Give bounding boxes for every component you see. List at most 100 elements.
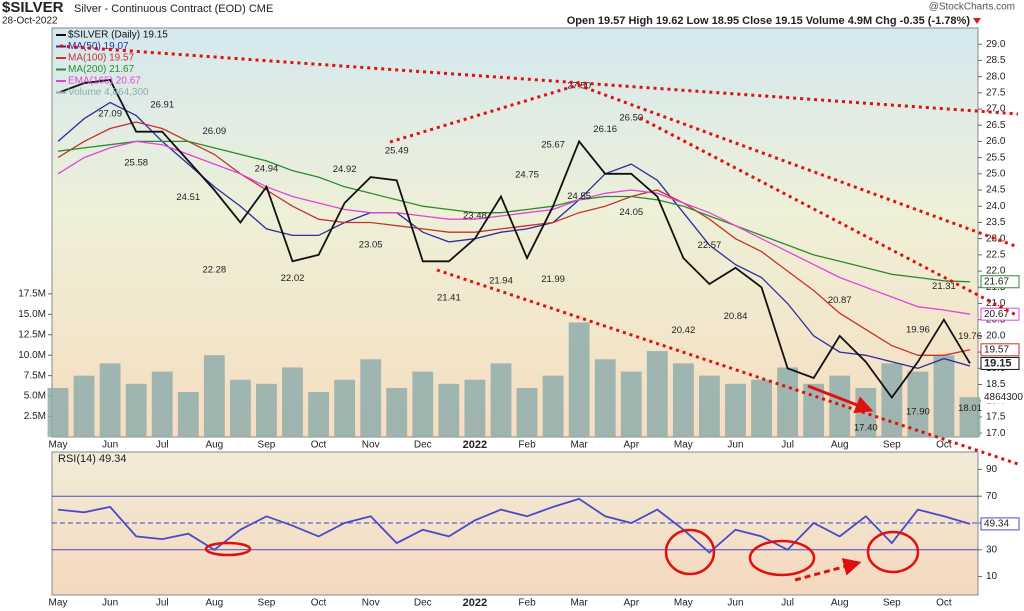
y-tick-label: 28.0 xyxy=(986,71,1006,82)
volume-bar xyxy=(751,379,772,437)
price-annotation: 17.90 xyxy=(906,406,930,417)
highlight xyxy=(866,530,920,574)
y-tick-label: 24.5 xyxy=(986,185,1006,196)
volume-bar xyxy=(177,392,199,437)
plot: May Jun Jul Aug Sep Oct Nov Dec 2022 Feb Mar Apr May… xyxy=(18,30,1023,609)
y-tick-label: 23.0 xyxy=(986,233,1006,244)
end-label-box xyxy=(980,275,1020,289)
y-tick-label: 17.5 xyxy=(986,412,1006,423)
arrow xyxy=(794,558,862,582)
y2-tick-label: 17.5M xyxy=(18,288,46,299)
x-tick-label: Jun xyxy=(727,598,743,609)
y-tick-label: 30 xyxy=(986,544,998,555)
x-tick-label: Dec xyxy=(414,598,432,609)
volume-bar xyxy=(125,383,147,437)
y-tick-label: 24.0 xyxy=(986,201,1006,212)
volume-bar xyxy=(803,383,825,437)
y2-tick-label: 12.5M xyxy=(18,329,46,340)
x-tick-label: Jul xyxy=(156,440,169,451)
end-label-box xyxy=(980,517,1020,531)
x-tick-label: Oct xyxy=(311,440,327,451)
volume-bar xyxy=(229,379,251,437)
x-tick-label: Feb xyxy=(518,440,536,451)
y2-tick-label: 15.0M xyxy=(18,309,46,320)
volume-bar xyxy=(672,363,694,437)
legend-label: $SILVER (Daily) 19.15 xyxy=(68,30,168,41)
series-line xyxy=(57,78,971,400)
volume-bar xyxy=(282,367,303,437)
series-line xyxy=(57,497,971,554)
price-annotation: 22.28 xyxy=(202,265,226,276)
x-tick-label: Apr xyxy=(623,440,639,451)
y-tick-label: 29.0 xyxy=(986,39,1006,50)
volume-bar xyxy=(99,363,121,437)
x-tick-label: Aug xyxy=(831,440,849,451)
volume-bar xyxy=(386,387,408,437)
x-tick-label: Sep xyxy=(258,440,276,451)
volume-bar xyxy=(308,392,329,437)
trendline xyxy=(389,83,579,144)
trendline xyxy=(59,44,1019,116)
x-tick-label: Dec xyxy=(414,440,432,451)
legend-label: MA(100) 19.57 xyxy=(68,53,135,64)
price-annotation: 24.75 xyxy=(515,169,539,180)
y-tick-label: 27.0 xyxy=(986,104,1006,115)
trendlines xyxy=(59,44,1019,466)
trendline xyxy=(577,83,1019,249)
end-label-box xyxy=(980,356,1020,370)
x-tick-label: Aug xyxy=(205,440,223,451)
price-annotation: 22.57 xyxy=(698,240,722,251)
chart-title: Silver - Continuous Contract (EOD) CME xyxy=(74,3,273,15)
x-tick-label: Oct xyxy=(311,598,327,609)
trendline xyxy=(639,116,1019,318)
price-annotation: 21.31 xyxy=(932,281,956,292)
x-tick-label: 2022 xyxy=(463,597,487,609)
volume-bar xyxy=(334,379,356,437)
highlight xyxy=(664,528,716,576)
x-tick-label: Jul xyxy=(156,598,169,609)
price-annotation: 26.50 xyxy=(619,113,643,124)
highlight xyxy=(748,539,816,577)
x-tick-label: Jul xyxy=(781,598,794,609)
rsi-title: RSI(14) 49.34 xyxy=(58,453,126,465)
price-annotation: 24.05 xyxy=(619,207,643,218)
end-label: 49.34 xyxy=(984,519,1009,530)
price-annotation: 20.42 xyxy=(671,325,695,336)
y-tick-label: 26.0 xyxy=(986,136,1006,147)
price-annotation: 19.76 xyxy=(958,331,982,342)
volume-bar xyxy=(203,355,225,437)
x-tick-label: Jun xyxy=(102,598,118,609)
y2-tick-label: 7.5M xyxy=(24,370,46,381)
price-annotation: 24.51 xyxy=(176,192,200,203)
y-tick-label: 28.5 xyxy=(986,55,1006,66)
volume-bar xyxy=(516,387,538,437)
x-tick-label: Aug xyxy=(831,598,849,609)
end-label: 20.67 xyxy=(984,309,1009,320)
symbol: $SILVER xyxy=(2,0,64,16)
y-tick-label: 70 xyxy=(986,491,998,502)
volume-bar xyxy=(620,371,642,437)
volume-bar xyxy=(699,375,720,437)
price-annotation: 17.40 xyxy=(854,423,878,434)
price-annotation: 27.09 xyxy=(98,109,122,120)
end-label: 21.67 xyxy=(984,276,1009,287)
price-annotation: 21.94 xyxy=(489,276,513,287)
x-tick-label: Mar xyxy=(571,598,589,609)
volume-bar xyxy=(256,383,277,437)
x-tick-label: Feb xyxy=(518,598,536,609)
highlight xyxy=(204,541,252,557)
end-label: 4864300 xyxy=(984,392,1023,403)
volume-bar xyxy=(594,359,616,437)
price-annotation: 21.99 xyxy=(541,274,565,285)
volume-bar xyxy=(646,351,668,437)
x-tick-label: May xyxy=(49,598,68,609)
x-tick-label: 2022 xyxy=(463,439,487,451)
x-tick-label: Jun xyxy=(727,440,743,451)
legend-label: Volume 4,864,300 xyxy=(68,87,149,98)
legend-label: MA(50) 19.07 xyxy=(68,41,129,52)
y-tick-label: 23.5 xyxy=(986,217,1006,228)
watermark: @StockCharts.com xyxy=(929,2,1015,13)
price-annotation: 25.58 xyxy=(124,158,148,169)
price-annotation: 24.55 xyxy=(567,191,591,202)
